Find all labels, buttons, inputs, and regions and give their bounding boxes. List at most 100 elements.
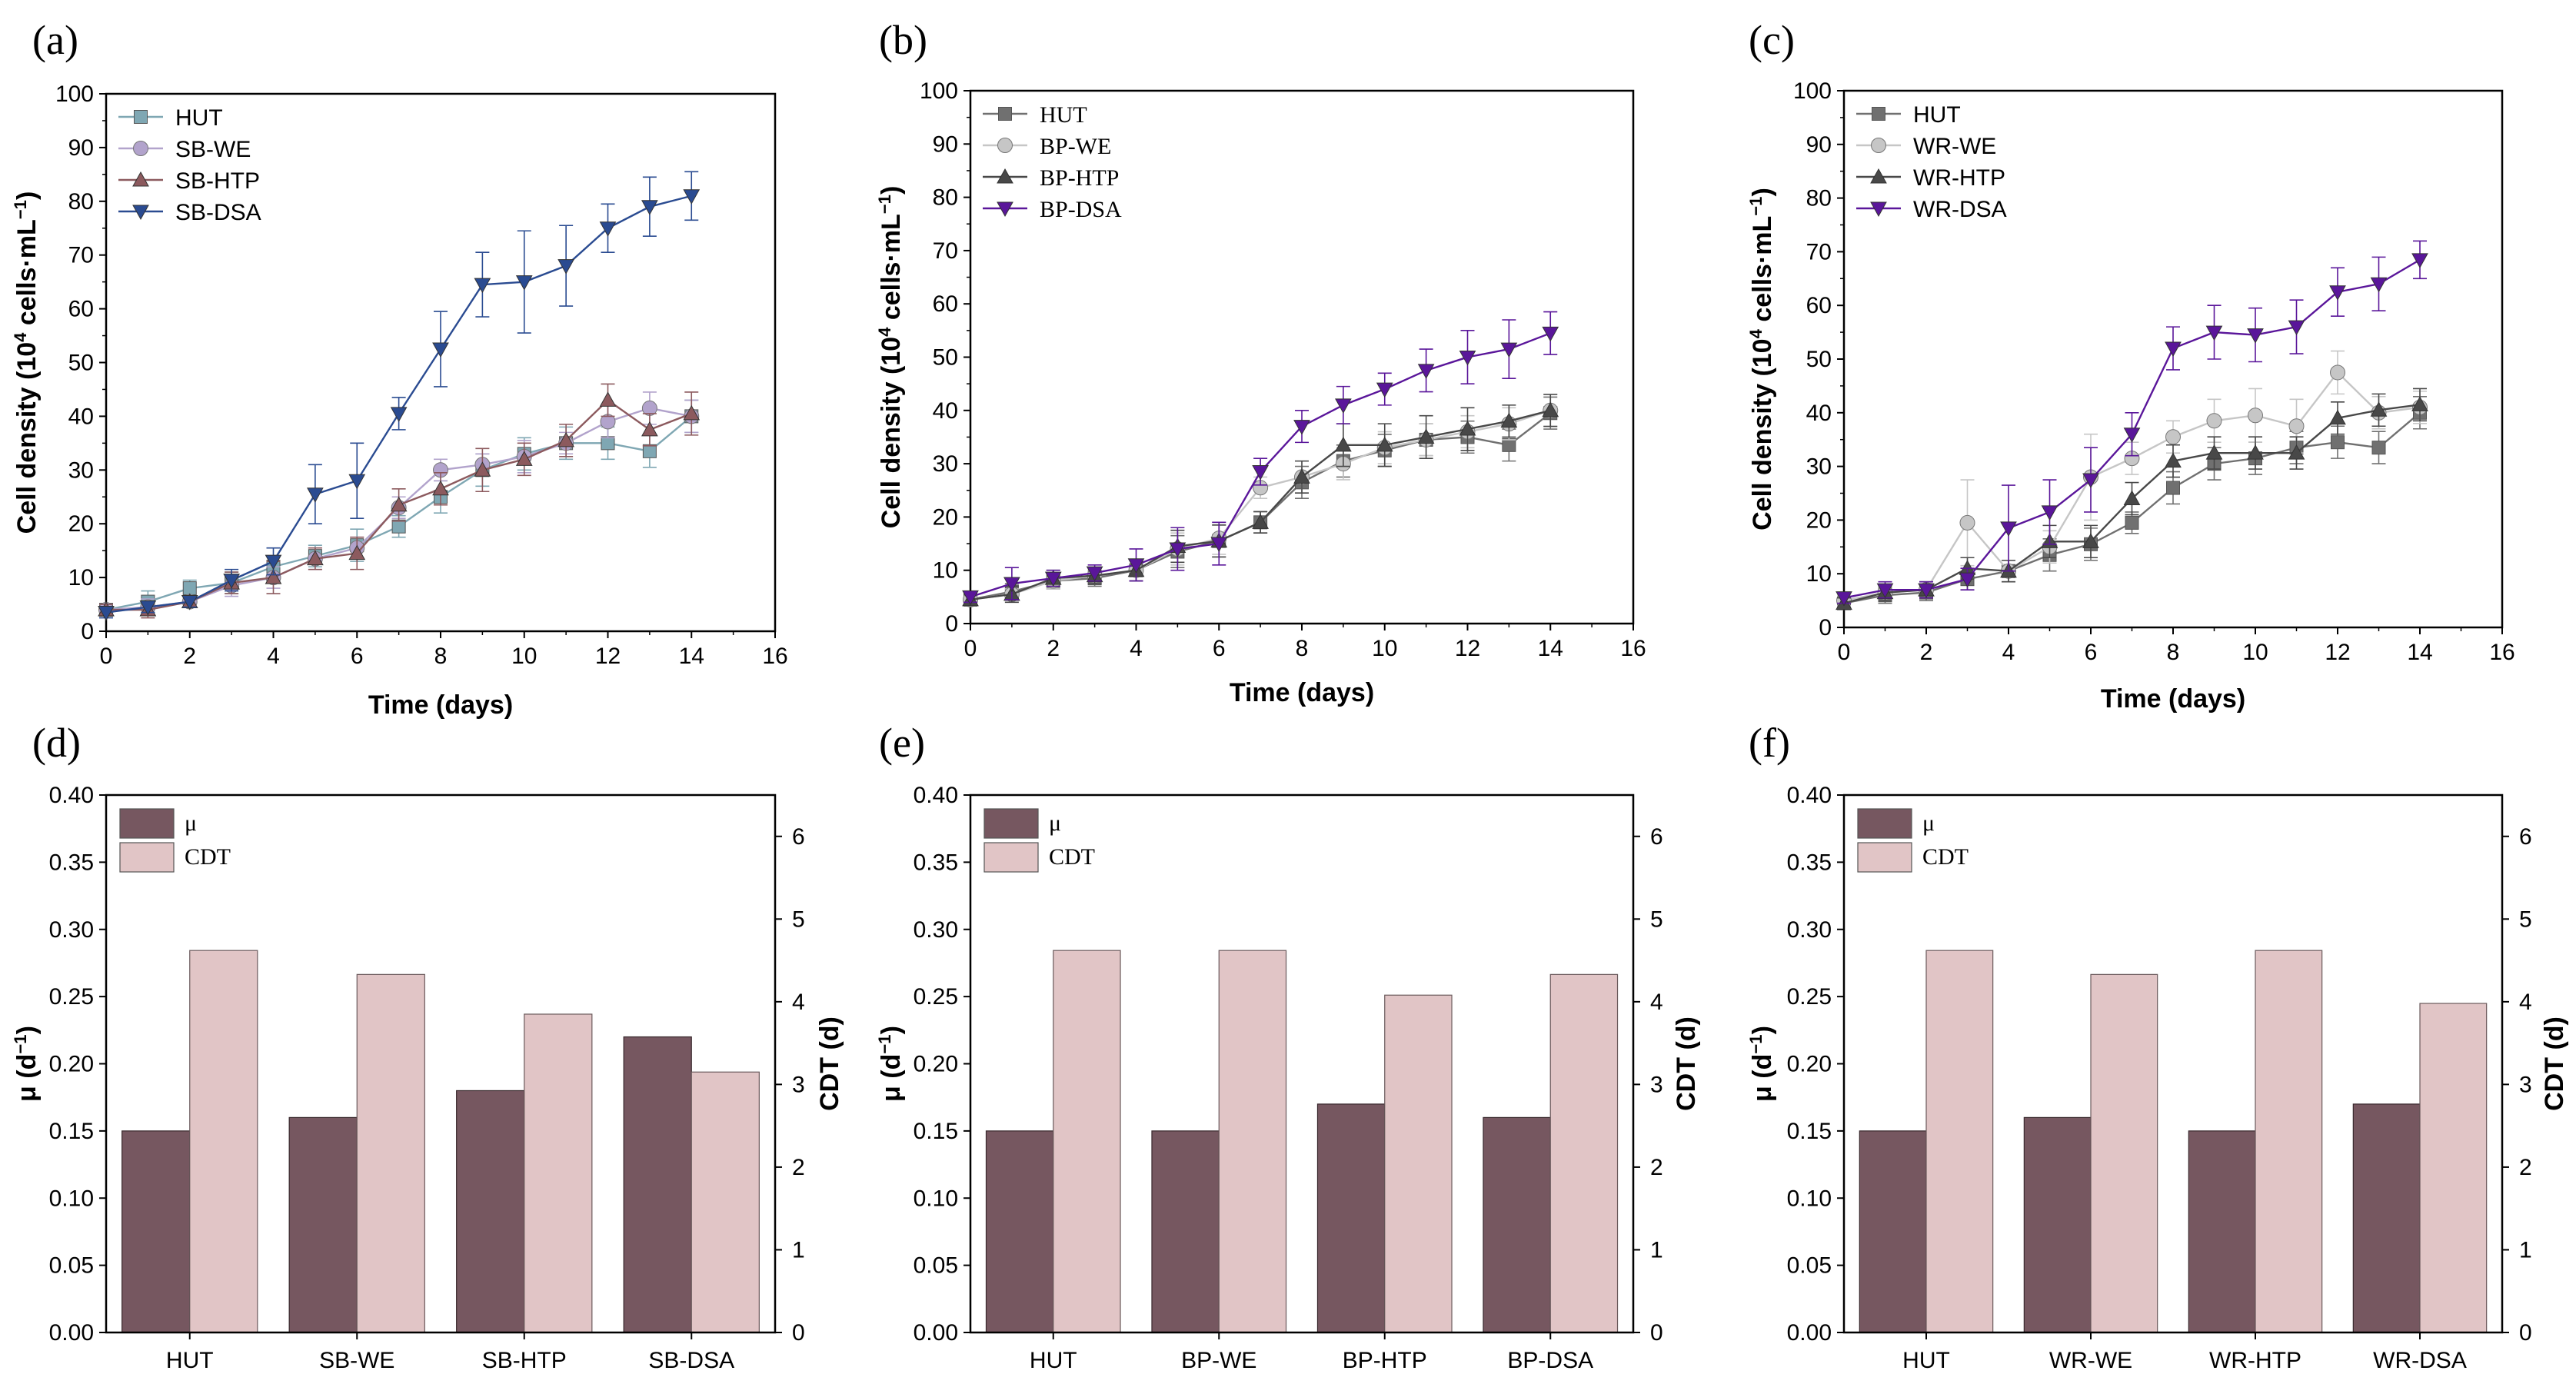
data-point xyxy=(1417,428,1435,444)
data-point xyxy=(265,569,282,584)
y-axis-title: μ (d−1) xyxy=(1746,1026,1778,1102)
series-SB-DSA xyxy=(98,171,701,621)
category-label: SB-HTP xyxy=(482,1348,567,1373)
y-tick-label: 0.05 xyxy=(1787,1253,1832,1279)
x-tick-label: 16 xyxy=(762,644,787,669)
panel-b: (b) 0 2 4 6 8 10 12 14 16 0 10 20 30 40 50 60 70 80 90 100 Ti… xyxy=(875,17,1646,707)
y-tick-label: 0.10 xyxy=(1787,1186,1832,1211)
panel-label: (a) xyxy=(32,17,78,63)
legend-label: WR-WE xyxy=(1913,134,1996,159)
y-tick-label: 10 xyxy=(68,565,94,591)
legend-label: BP-WE xyxy=(1040,134,1111,159)
data-point xyxy=(182,581,197,596)
data-point xyxy=(683,404,701,421)
bar-cdt xyxy=(1218,950,1287,1333)
x-tick-label: 8 xyxy=(2167,640,2180,665)
data-point xyxy=(391,519,406,534)
y-tick-label: 0.00 xyxy=(914,1320,958,1346)
y-tick-label: 30 xyxy=(933,451,958,477)
data-point xyxy=(2370,401,2388,417)
x-tick-label: 10 xyxy=(511,644,537,669)
data-point xyxy=(474,461,491,477)
bar-mu xyxy=(2188,1130,2256,1333)
y-tick-label: 0.00 xyxy=(1787,1320,1832,1346)
data-point xyxy=(2288,418,2305,434)
data-point xyxy=(642,444,657,458)
y2-tick-label: 5 xyxy=(1650,907,1663,932)
data-point xyxy=(390,496,408,512)
data-point xyxy=(599,391,617,407)
data-point xyxy=(2247,328,2264,344)
y2-tick-label: 1 xyxy=(792,1237,805,1263)
data-point xyxy=(1335,398,1352,414)
y2-tick-label: 6 xyxy=(1650,824,1663,850)
bar-cdt xyxy=(1925,950,1994,1333)
data-point xyxy=(2331,435,2345,450)
data-point xyxy=(1918,583,1935,599)
bar-mu xyxy=(985,1130,1054,1333)
x-tick-label: 6 xyxy=(1213,636,1226,661)
data-point xyxy=(962,590,979,606)
y-tick-label: 10 xyxy=(1806,561,1832,587)
y2-tick-label: 5 xyxy=(792,907,805,932)
data-point xyxy=(1210,537,1228,553)
y-tick-label: 0.35 xyxy=(49,850,94,875)
panel-d: (d) HUT SB-WE SB-HTP SB-DSA 0.00 0.05 0.10 0.15 0… xyxy=(11,720,845,1373)
y2-tick-label: 0 xyxy=(2519,1320,2532,1346)
panel-e: (e) HUT BP-WE BP-HTP BP-DSA 0.00 0.05 0.10 0.15 0… xyxy=(875,720,1702,1373)
data-point xyxy=(1044,571,1062,587)
data-point xyxy=(1459,351,1476,366)
data-point xyxy=(2288,444,2305,460)
legend-label: μ xyxy=(185,810,197,836)
y-tick-label: 0 xyxy=(945,611,958,637)
y-tick-label: 70 xyxy=(933,238,958,264)
x-tick-label: 8 xyxy=(1296,636,1309,661)
y-tick-label: 100 xyxy=(55,82,94,107)
data-point xyxy=(1500,412,1518,428)
x-tick-label: 16 xyxy=(2489,640,2514,665)
data-point xyxy=(1127,558,1145,574)
y-tick-label: 40 xyxy=(68,404,94,429)
legend: μ CDT xyxy=(119,808,231,873)
data-point xyxy=(2123,490,2141,505)
data-point xyxy=(641,200,658,215)
bar-mu xyxy=(2352,1103,2421,1333)
data-point xyxy=(2329,409,2346,425)
y-tick-label: 100 xyxy=(1793,78,1832,104)
y-tick-label: 80 xyxy=(68,189,94,215)
x-tick-label: 12 xyxy=(1455,636,1480,661)
data-point xyxy=(1417,364,1435,379)
panel-label: (f) xyxy=(1749,720,1790,766)
panel-c: (c) 0 2 4 6 8 10 12 14 16 0 10 20 30 40 50 60 70 80 90 100 Ti… xyxy=(1746,17,2515,714)
category-label: BP-HTP xyxy=(1343,1348,1427,1373)
x-tick-label: 12 xyxy=(595,644,621,669)
data-point xyxy=(265,554,282,571)
y-tick-label: 0 xyxy=(1819,615,1832,640)
legend-label: HUT xyxy=(175,105,223,131)
category-label: HUT xyxy=(1030,1348,1077,1373)
bar-mu xyxy=(1483,1116,1551,1333)
y2-tick-label: 3 xyxy=(792,1072,805,1097)
y-tick-label: 80 xyxy=(933,185,958,211)
x-tick-label: 2 xyxy=(183,644,196,669)
x-tick-label: 16 xyxy=(1620,636,1646,661)
legend-marker xyxy=(998,107,1012,121)
data-point xyxy=(1003,577,1020,593)
category-label: BP-WE xyxy=(1181,1348,1256,1373)
legend-label: WR-DSA xyxy=(1913,197,2007,222)
legend: HUT SB-WE SB-HTP SB-DSA xyxy=(118,105,261,225)
x-tick-label: 0 xyxy=(1838,640,1851,665)
x-axis-title: Time (days) xyxy=(1230,678,1374,707)
data-point xyxy=(2082,473,2099,489)
bar-mu xyxy=(1859,1130,1927,1333)
data-point xyxy=(2205,444,2223,460)
y-tick-label: 20 xyxy=(68,511,94,537)
panel-label: (e) xyxy=(879,720,925,766)
legend-label: HUT xyxy=(1040,102,1087,128)
y-tick-label: 90 xyxy=(933,131,958,157)
series-BP-DSA xyxy=(962,311,1559,606)
data-point xyxy=(2123,428,2141,443)
data-point xyxy=(1169,542,1186,558)
data-point xyxy=(2329,285,2346,301)
y2-tick-label: 1 xyxy=(1650,1237,1663,1263)
